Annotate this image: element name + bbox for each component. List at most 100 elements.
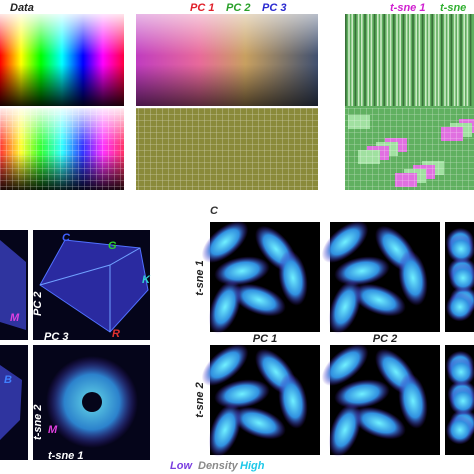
- density-blob: [445, 415, 474, 445]
- grid: [136, 108, 318, 190]
- density-blob: [208, 403, 242, 457]
- density-blob: [448, 386, 474, 416]
- stripe: [428, 14, 430, 106]
- legend-label: High: [240, 460, 265, 472]
- vertex-label: R: [112, 328, 120, 340]
- column-label: PC 1: [253, 333, 277, 345]
- grid: [0, 108, 124, 190]
- stripe: [361, 14, 363, 106]
- axis-label: PC 2: [32, 292, 44, 316]
- stripe: [425, 14, 427, 106]
- stripe: [469, 14, 472, 106]
- tsne-panel: [345, 14, 474, 190]
- shade: [0, 14, 124, 106]
- stripe: [450, 14, 453, 106]
- vertex-label: K: [142, 274, 151, 286]
- shape: [0, 240, 26, 330]
- stripe: [354, 14, 357, 106]
- shade: [136, 14, 318, 106]
- density-blob: [214, 379, 270, 409]
- grid: [345, 108, 474, 190]
- density-blob: [201, 221, 249, 263]
- header-label: Data: [10, 2, 34, 14]
- stripe: [418, 14, 421, 106]
- stripe: [412, 14, 414, 106]
- axis-label: t-sne 2: [32, 405, 44, 440]
- density-blob: [352, 283, 406, 317]
- density-blob: [208, 280, 242, 334]
- stripe: [380, 14, 382, 106]
- vertex-label: M: [48, 424, 58, 436]
- row-label: t-sne 1: [194, 260, 206, 295]
- axis-label: t-sne 1: [48, 450, 83, 462]
- stripe: [373, 14, 376, 106]
- stripe: [364, 14, 366, 106]
- stripe: [463, 14, 465, 106]
- stripe: [393, 14, 395, 106]
- stripe: [431, 14, 433, 106]
- vertex-label: B: [4, 374, 12, 386]
- density-blob: [398, 250, 428, 306]
- panel-letter: C: [210, 205, 219, 217]
- stripe: [367, 14, 369, 106]
- stripe: [409, 14, 411, 106]
- shape: [0, 365, 22, 440]
- density-blob: [232, 406, 286, 440]
- density-blob: [321, 221, 369, 263]
- row-label: t-sne 2: [194, 382, 206, 417]
- stripe: [421, 14, 424, 106]
- density-blob: [398, 373, 428, 429]
- stripe: [460, 14, 462, 106]
- vertex-label: M: [10, 312, 20, 324]
- stripe: [370, 14, 373, 106]
- legend-label: Density: [198, 460, 239, 472]
- stripe: [453, 14, 456, 106]
- header-label: t-sne: [440, 2, 466, 14]
- stripe: [437, 14, 440, 106]
- stripe: [457, 14, 459, 106]
- stripe: [386, 14, 389, 106]
- header-label: t-sne 1: [390, 2, 425, 14]
- stripe: [383, 14, 385, 106]
- density-blob: [328, 280, 362, 334]
- stripe: [396, 14, 398, 106]
- stripe: [399, 14, 401, 106]
- stripe: [434, 14, 437, 106]
- stripe: [405, 14, 408, 106]
- stripe: [444, 14, 446, 106]
- density-blob: [201, 344, 249, 386]
- hole: [82, 392, 102, 412]
- cube-edge: [39, 247, 141, 332]
- vertex-label: C: [62, 232, 71, 244]
- vertex-label: G: [108, 240, 117, 252]
- density-blob: [334, 379, 390, 409]
- column-label: PC 2: [373, 333, 397, 345]
- stripe: [377, 14, 379, 106]
- legend-label: Low: [170, 460, 193, 472]
- density-blob: [446, 234, 474, 264]
- stripe: [466, 14, 469, 106]
- density-blob: [328, 403, 362, 457]
- stripe: [447, 14, 449, 106]
- density-blob: [334, 256, 390, 286]
- density-blob: [352, 406, 406, 440]
- stripe: [357, 14, 360, 106]
- density-blob: [214, 256, 270, 286]
- axis-label: PC 3: [44, 331, 68, 343]
- stripe: [345, 14, 347, 106]
- stripe: [415, 14, 417, 106]
- density-blob: [232, 283, 286, 317]
- stripe: [389, 14, 392, 106]
- density-blob: [278, 373, 308, 429]
- density-blob: [448, 263, 474, 293]
- stripe: [351, 14, 353, 106]
- stripe: [348, 14, 350, 106]
- header-label: PC 1: [190, 2, 214, 14]
- density-blob: [446, 357, 474, 387]
- header-label: PC 3: [262, 2, 286, 14]
- header-label: PC 2: [226, 2, 250, 14]
- cube: [39, 239, 149, 333]
- density-blob: [278, 250, 308, 306]
- stripe: [402, 14, 405, 106]
